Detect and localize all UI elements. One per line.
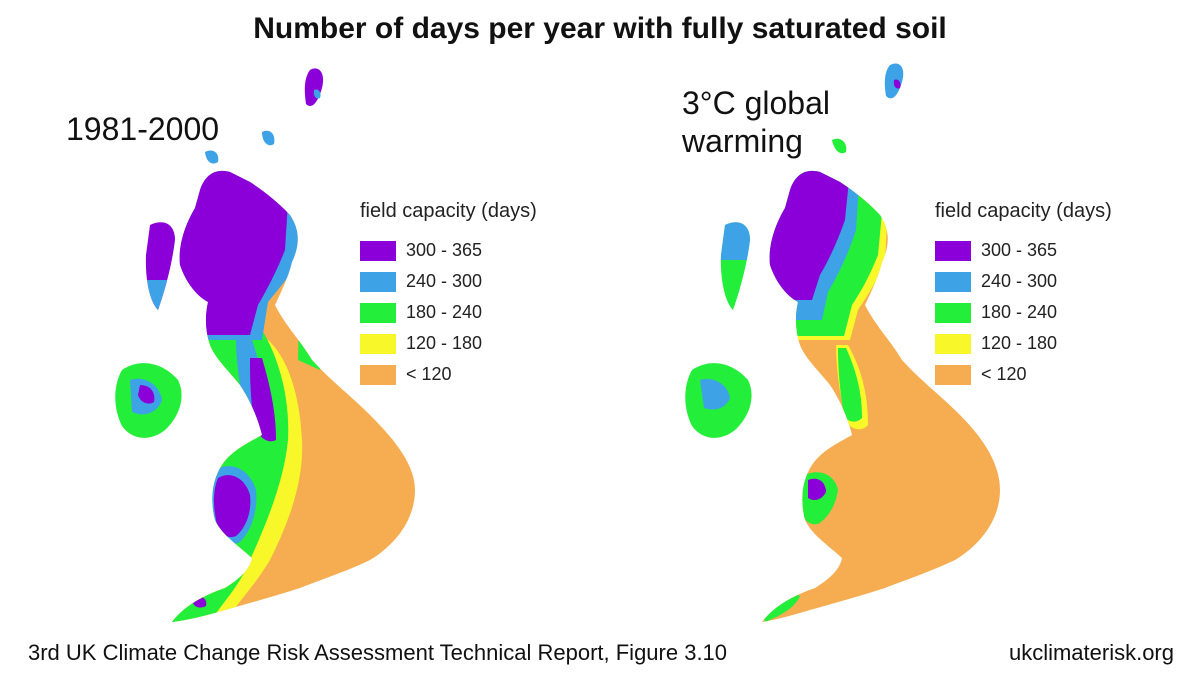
legend-swatch bbox=[935, 333, 971, 354]
legend-item: 180 - 240 bbox=[935, 297, 1112, 328]
legend-label: 240 - 300 bbox=[406, 271, 483, 291]
website-link[interactable]: ukclimaterisk.org bbox=[1008, 640, 1174, 665]
legend-item: 240 - 300 bbox=[935, 266, 1112, 297]
legend-swatch bbox=[360, 271, 396, 292]
legend-label: 180 - 240 bbox=[981, 302, 1058, 322]
legend-item: < 120 bbox=[360, 359, 537, 390]
source-citation: 3rd UK Climate Change Risk Assessment Te… bbox=[28, 640, 728, 665]
legend: field capacity (days) 300 - 365 240 - 30… bbox=[935, 200, 1112, 390]
legend-swatch bbox=[360, 364, 396, 385]
legend-swatch bbox=[935, 364, 971, 385]
legend-item: 300 - 365 bbox=[360, 235, 537, 266]
legend-swatch bbox=[935, 271, 971, 292]
legend-label: 120 - 180 bbox=[981, 333, 1058, 353]
legend-title: field capacity (days) bbox=[360, 200, 537, 222]
map-panel-3c-warming: 3°C global warming field capacity (days)… bbox=[600, 40, 1200, 630]
legend-swatch bbox=[935, 240, 971, 261]
legend-item: < 120 bbox=[935, 359, 1112, 390]
legend-label: 240 - 300 bbox=[981, 271, 1058, 291]
legend: field capacity (days) 300 - 365 240 - 30… bbox=[360, 200, 537, 390]
legend-swatch bbox=[360, 240, 396, 261]
map-panel-1981-2000: 1981-2000 field capacity (days) 300 - 36… bbox=[0, 40, 600, 630]
legend-item: 240 - 300 bbox=[360, 266, 537, 297]
legend-label: 180 - 240 bbox=[406, 302, 483, 322]
legend-item: 120 - 180 bbox=[935, 328, 1112, 359]
legend-label: 120 - 180 bbox=[406, 333, 483, 353]
legend-swatch bbox=[360, 302, 396, 323]
period-label: 3°C global warming bbox=[682, 85, 830, 159]
legend-swatch bbox=[360, 333, 396, 354]
legend-swatch bbox=[935, 302, 971, 323]
legend-title: field capacity (days) bbox=[935, 200, 1112, 222]
legend-label: 300 - 365 bbox=[981, 240, 1058, 260]
legend-label: < 120 bbox=[406, 364, 452, 384]
period-label: 1981-2000 bbox=[66, 111, 220, 147]
legend-label: < 120 bbox=[981, 364, 1027, 384]
legend-item: 300 - 365 bbox=[935, 235, 1112, 266]
legend-label: 300 - 365 bbox=[406, 240, 483, 260]
figure-title: Number of days per year with fully satur… bbox=[253, 12, 947, 45]
legend-item: 180 - 240 bbox=[360, 297, 537, 328]
legend-item: 120 - 180 bbox=[360, 328, 537, 359]
